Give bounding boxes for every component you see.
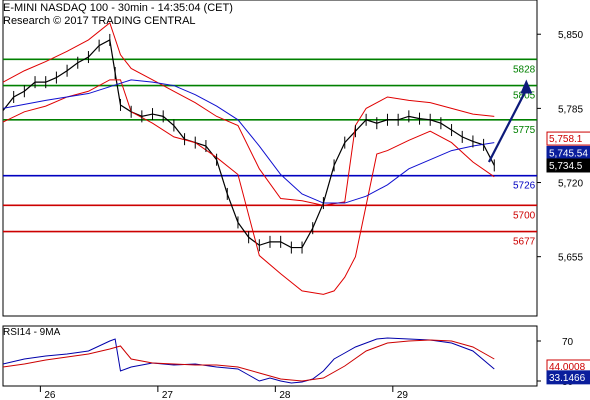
price-tag-label: 5,758.1 [549, 134, 583, 145]
rsi-tag-label: 44.0008 [549, 362, 586, 373]
level-label-5726: 5726 [513, 181, 536, 192]
x-axis-tick-label: 28 [279, 390, 291, 400]
price-tag-label: 5,745.54 [549, 148, 588, 159]
y-axis-tick-label: 5,655 [558, 253, 583, 264]
price-line [2, 39, 495, 249]
level-label-5775: 5775 [513, 125, 536, 136]
x-axis-tick-label: 26 [44, 390, 56, 400]
price-tag-bg [546, 131, 590, 146]
price-tag-bg [546, 158, 590, 173]
rsi-label: RSI14 - 9MA [3, 327, 61, 338]
y-axis-tick-label: 5,720 [558, 179, 583, 190]
chart-title: E-MINI NASDAQ 100 - 30min - 14:35:04 (CE… [3, 2, 233, 14]
rsi-tag-bg [546, 370, 590, 385]
rsi-tick-label: 70 [562, 337, 574, 348]
rsi-line [2, 337, 495, 384]
forecast-arrow-head [520, 79, 533, 94]
rsi-signal-line [2, 339, 495, 382]
level-label-5828: 5828 [513, 64, 536, 75]
chart-subtitle: Research © 2017 TRADING CENTRAL [3, 15, 196, 27]
x-axis-tick-label: 27 [162, 390, 174, 400]
y-axis-tick-label: 5,850 [558, 30, 583, 41]
y-axis-tick-label: 5,785 [558, 104, 583, 115]
level-label-5677: 5677 [513, 237, 536, 248]
main-plot-frame [2, 0, 538, 317]
price-tag-label: 5,734.5 [549, 161, 583, 172]
rsi-tag-label: 33.1466 [549, 373, 586, 384]
x-axis-tick-label: 29 [397, 390, 409, 400]
forecast-arrow-shaft [487, 89, 528, 163]
level-label-5700: 5700 [513, 210, 536, 221]
bollinger-upper-line [2, 21, 495, 206]
moving-average-line [2, 79, 495, 204]
bollinger-lower-line [2, 79, 495, 295]
level-label-5805: 5805 [513, 91, 536, 102]
rsi-plot-frame [2, 325, 538, 387]
